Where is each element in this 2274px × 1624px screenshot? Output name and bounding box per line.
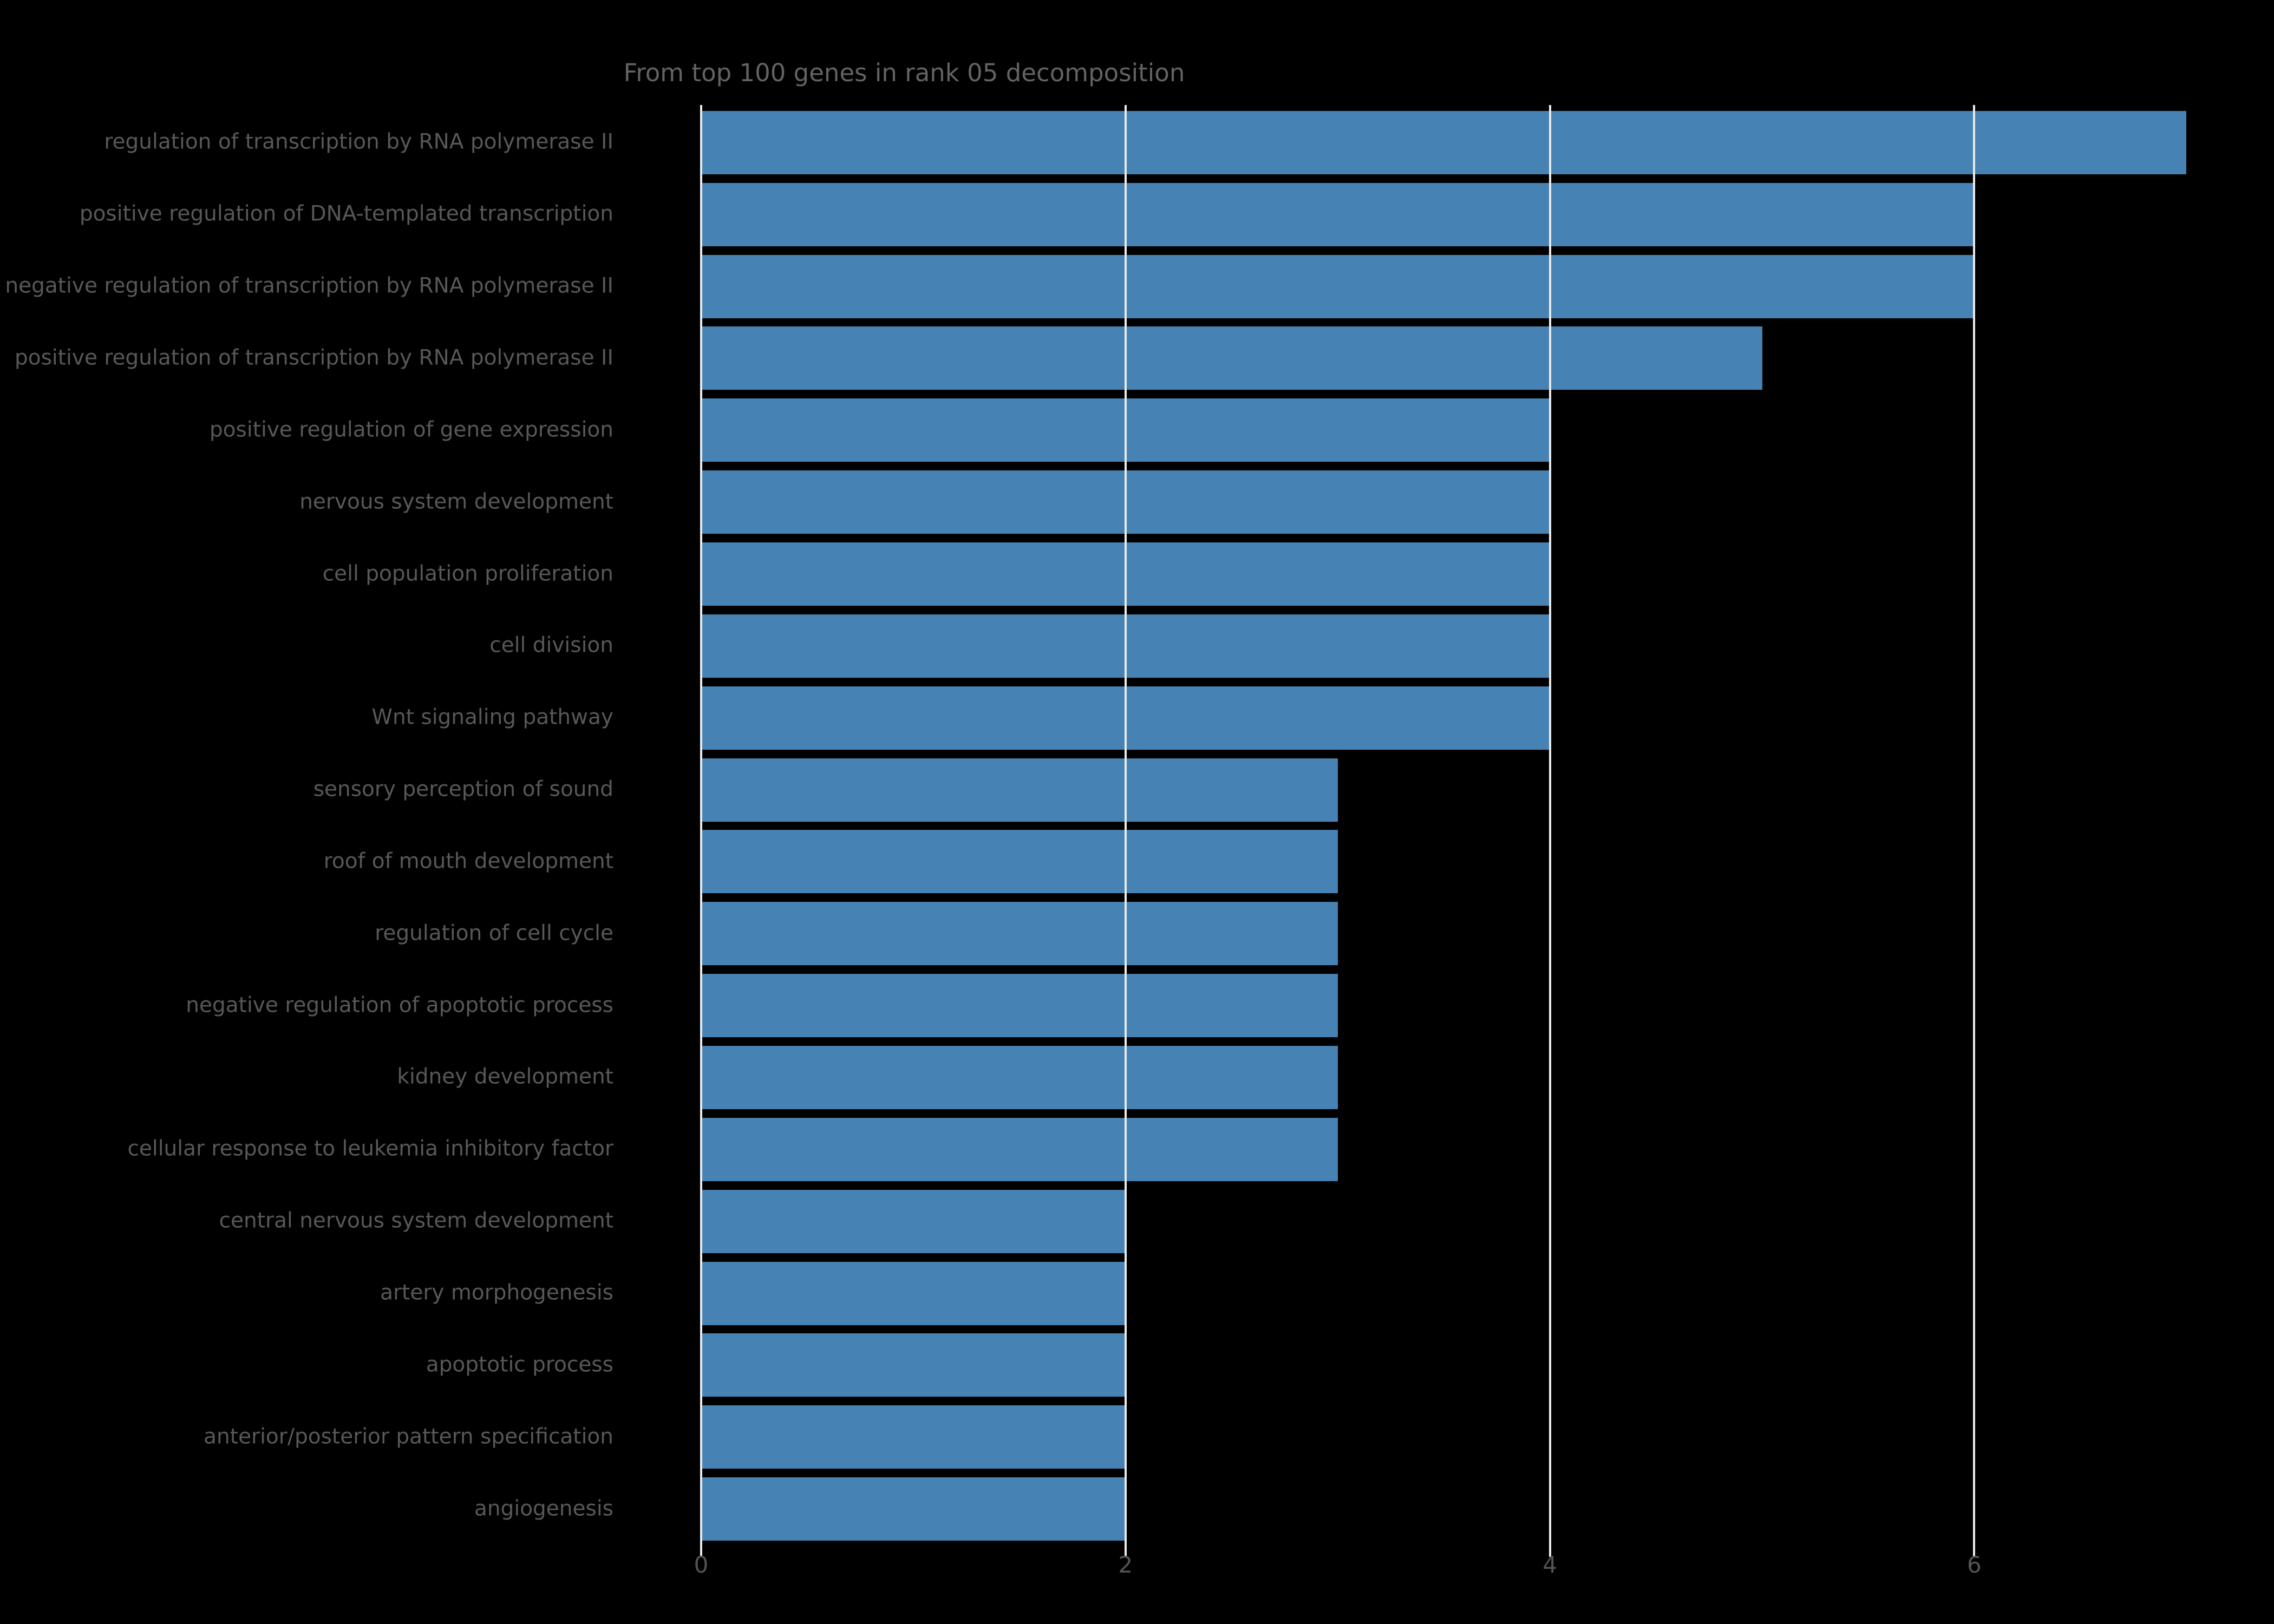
- y-tick-label: sensory perception of sound: [313, 777, 613, 802]
- bar: [701, 110, 2187, 174]
- y-tick-label: positive regulation of transcription by …: [14, 345, 613, 370]
- bar: [701, 902, 1338, 966]
- bar: [701, 1117, 1338, 1181]
- y-tick-label: Wnt signaling pathway: [371, 705, 613, 730]
- gridline: [1973, 105, 1976, 1557]
- y-tick-label: roof of mouth development: [323, 849, 613, 874]
- gridline: [1124, 105, 1127, 1557]
- y-tick-label: anterior/posterior pattern specification: [204, 1424, 613, 1449]
- y-tick-label: kidney development: [397, 1065, 613, 1090]
- gridline: [700, 105, 702, 1557]
- bar: [701, 830, 1338, 894]
- bar: [701, 1261, 1126, 1325]
- y-tick-label: angiogenesis: [474, 1496, 613, 1521]
- bar: [701, 182, 1975, 246]
- y-tick-label: cell division: [489, 633, 613, 658]
- y-tick-label: positive regulation of DNA-templated tra…: [79, 201, 613, 226]
- bar: [701, 758, 1338, 822]
- y-tick-label: positive regulation of gene expression: [209, 417, 613, 442]
- bar: [701, 254, 1975, 318]
- bar: [701, 326, 1762, 390]
- y-tick-label: regulation of cell cycle: [375, 921, 613, 946]
- bar: [701, 974, 1338, 1038]
- y-tick-label: negative regulation of transcription by …: [5, 273, 613, 298]
- y-tick-label: nervous system development: [299, 489, 613, 514]
- y-tick-label: cell population proliferation: [322, 561, 613, 586]
- y-tick-label: negative regulation of apoptotic process: [186, 993, 613, 1018]
- bar: [701, 1405, 1126, 1469]
- y-tick-label: apoptotic process: [426, 1352, 613, 1377]
- x-tick-label: 4: [1543, 1551, 1557, 1578]
- y-tick-label: regulation of transcription by RNA polym…: [104, 130, 613, 155]
- bar: [701, 1333, 1126, 1397]
- bar: [701, 1189, 1126, 1253]
- bar: [701, 1477, 1126, 1541]
- y-tick-label: cellular response to leukemia inhibitory…: [127, 1136, 613, 1161]
- y-tick-label: artery morphogenesis: [380, 1280, 613, 1305]
- x-tick-label: 2: [1118, 1551, 1133, 1578]
- chart-title: From top 100 genes in rank 05 decomposit…: [623, 58, 1185, 87]
- x-tick-label: 0: [694, 1551, 709, 1578]
- plot-area: [700, 105, 2263, 1557]
- bar: [701, 1045, 1338, 1109]
- x-tick-label: 6: [1967, 1551, 1982, 1578]
- y-tick-label: central nervous system development: [219, 1208, 613, 1233]
- gridline: [1548, 105, 1551, 1557]
